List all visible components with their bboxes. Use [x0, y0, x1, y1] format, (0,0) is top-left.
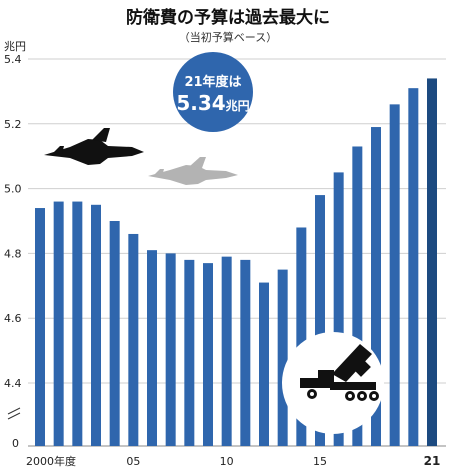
bar-2016: [333, 172, 344, 446]
stealth-fighter-jet-icon: [44, 128, 144, 165]
bar-2019: [389, 104, 400, 447]
bar-2018: [371, 127, 381, 446]
y-zero-label: 0: [12, 437, 19, 450]
callout-bubble: 21年度は 5.34兆円: [173, 52, 253, 132]
bar-2004: [109, 221, 120, 446]
bar-2006: [147, 250, 157, 446]
callout-value-unit: 兆円: [226, 98, 250, 113]
bar-2002: [72, 201, 83, 446]
bar-2017: [352, 146, 363, 447]
y-tick-label: 4.6: [4, 312, 22, 325]
x-tick-labels: 2000年度 05 10 15 21: [26, 454, 440, 468]
axis-break-mark: [7, 407, 21, 420]
callout-value-number: 5.34: [176, 91, 225, 115]
callout-value: 5.34兆円: [176, 91, 249, 115]
y-tick-label: 5.4: [4, 53, 22, 66]
bar-2015: [315, 195, 325, 446]
bar-2021: [427, 78, 437, 446]
y-tick-label: 5.0: [4, 183, 22, 196]
y-axis-unit: 兆円: [4, 40, 26, 53]
bar-2020: [408, 88, 419, 446]
bar-2003: [91, 204, 101, 446]
bar-2011: [240, 259, 251, 446]
y-tick-label: 4.8: [4, 247, 22, 260]
x-tick-label: 21: [424, 454, 441, 468]
x-tick-label: 2000年度: [26, 454, 76, 468]
callout-circle: [173, 52, 253, 132]
y-tick-label: 5.2: [4, 118, 22, 131]
chart-title: 防衛費の予算は過去最大に: [126, 7, 330, 28]
y-tick-label: 4.4: [4, 377, 22, 390]
bar-2014: [296, 227, 307, 446]
bar-2008: [184, 259, 195, 446]
bar-2007: [165, 253, 176, 446]
bar-2009: [203, 263, 213, 446]
y-tick-labels: 5.4 5.2 5.0 4.8 4.6 4.4: [4, 53, 22, 390]
bar-2012: [259, 282, 269, 446]
bar-2013: [277, 269, 288, 446]
bar-2010: [221, 256, 232, 446]
bar-2005: [128, 233, 139, 446]
fighter-jet-silhouette-icon: [148, 157, 238, 185]
bar-2001: [53, 201, 64, 446]
bars: [35, 78, 437, 447]
x-tick-label: 05: [126, 455, 140, 468]
callout-line1: 21年度は: [184, 74, 241, 90]
x-tick-label: 10: [220, 455, 234, 468]
chart-subtitle: （当初予算ベース）: [179, 30, 277, 44]
bar-2000: [35, 208, 45, 446]
x-tick-label: 15: [313, 455, 327, 468]
missile-launcher-truck-icon: [282, 332, 384, 434]
